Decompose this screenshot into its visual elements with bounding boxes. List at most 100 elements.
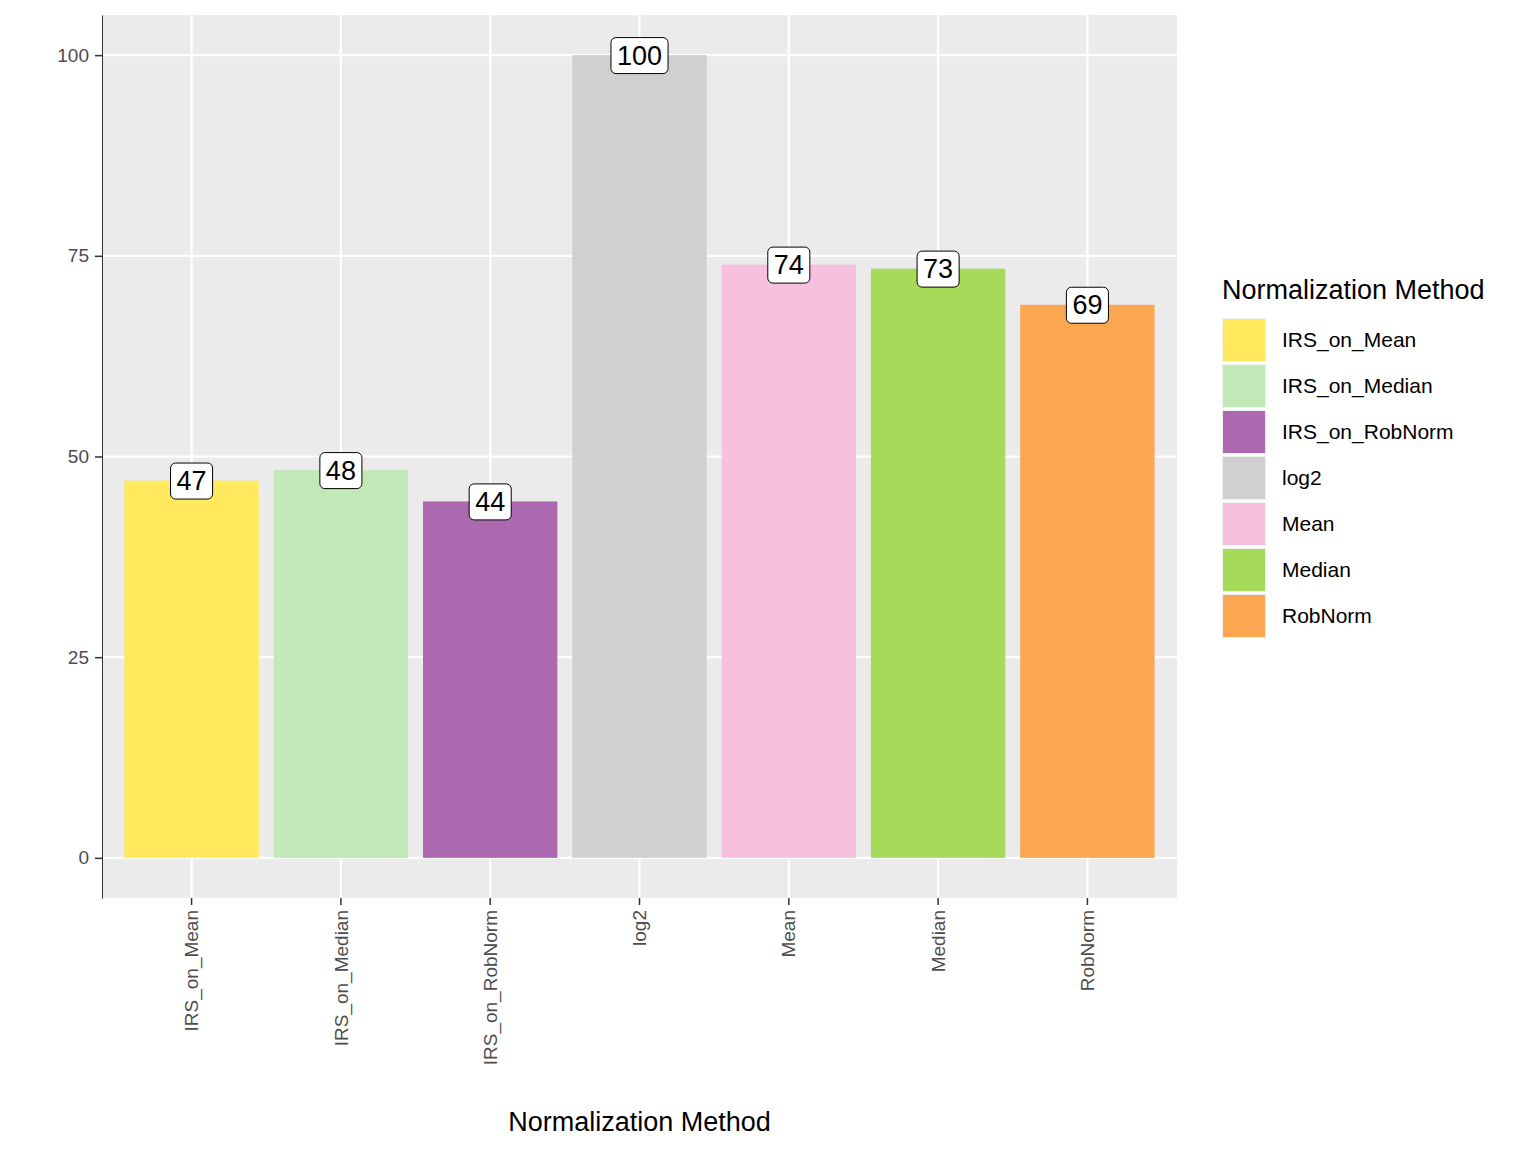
x-tick-label: IRS_on_RobNorm: [480, 910, 502, 1065]
y-tick: 100: [57, 45, 102, 66]
data-label: 48: [320, 453, 362, 489]
legend-key-background: [1222, 364, 1266, 408]
data-label-box: [1066, 287, 1108, 323]
y-tick-label: 25: [68, 647, 89, 668]
x-tick: RobNorm: [1077, 898, 1098, 991]
y-tick-label: 0: [78, 847, 89, 868]
legend-label: Mean: [1282, 512, 1335, 535]
legend-label: RobNorm: [1282, 604, 1372, 627]
x-tick: IRS_on_Mean: [181, 898, 203, 1031]
x-tick-label: RobNorm: [1077, 910, 1098, 991]
legend-key-background: [1222, 456, 1266, 500]
y-tick: 0: [78, 847, 102, 868]
grid: [102, 15, 1177, 898]
legend-key-background: [1222, 502, 1266, 546]
legend-item: IRS_on_Median: [1222, 364, 1433, 408]
x-tick-label: log2: [629, 910, 650, 946]
legend-label: IRS_on_RobNorm: [1282, 420, 1454, 444]
data-label: 73: [917, 251, 959, 287]
bar: [1020, 305, 1154, 858]
x-tick: IRS_on_RobNorm: [480, 898, 502, 1065]
legend-item: Median: [1222, 548, 1351, 592]
y-tick-label: 100: [57, 45, 89, 66]
legend-key: [1223, 457, 1265, 499]
legend-label: IRS_on_Median: [1282, 374, 1433, 398]
y-tick-mark: [95, 55, 102, 57]
legend-key: [1223, 549, 1265, 591]
bar: [124, 481, 258, 858]
x-tick-label: Mean: [778, 910, 799, 958]
x-tick: log2: [629, 898, 650, 946]
legend-key-background: [1222, 594, 1266, 638]
data-label: 44: [469, 484, 511, 520]
data-label-box: [611, 38, 668, 74]
legend-item: Mean: [1222, 502, 1335, 546]
bar: [722, 265, 856, 858]
data-label-text: 44: [475, 487, 505, 517]
bars: [124, 55, 1154, 858]
legend-key: [1223, 503, 1265, 545]
y-tick: 75: [68, 245, 102, 266]
x-tick-mark: [489, 898, 491, 905]
y-tick-mark: [95, 657, 102, 659]
x-tick-mark: [788, 898, 790, 905]
data-label-box: [768, 247, 810, 283]
x-tick-mark: [191, 898, 193, 905]
x-tick: IRS_on_Median: [331, 898, 353, 1046]
y-tick-label: 50: [68, 446, 89, 467]
data-label-text: 100: [617, 41, 662, 71]
x-tick-label: IRS_on_Mean: [181, 910, 203, 1031]
data-label-box: [171, 463, 213, 499]
x-tick-mark: [639, 898, 641, 905]
bar: [274, 470, 408, 858]
data-label-text: 69: [1072, 290, 1102, 320]
data-label-text: 47: [177, 466, 207, 496]
y-tick-mark: [95, 456, 102, 458]
plot-background: [102, 15, 1177, 898]
data-label: 100: [611, 38, 668, 74]
y-tick: 25: [68, 647, 102, 668]
data-label-text: 74: [774, 250, 804, 280]
x-tick-mark: [1087, 898, 1089, 905]
legend-key-background: [1222, 318, 1266, 362]
legend-key-background: [1222, 548, 1266, 592]
x-tick: Mean: [778, 898, 799, 958]
legend-title: Normalization Method: [1222, 275, 1485, 305]
data-label: 69: [1066, 287, 1108, 323]
data-labels: 47 48 44 100 74 73 69: [171, 38, 1109, 520]
data-label: 47: [171, 463, 213, 499]
x-axis: IRS_on_Mean IRS_on_Median IRS_on_RobNorm lo…: [181, 898, 1098, 1065]
data-label-text: 48: [326, 456, 356, 486]
y-tick: 50: [68, 446, 102, 467]
bar: [572, 55, 706, 858]
bar: [871, 269, 1005, 858]
legend: Normalization Method IRS_on_Mean IRS_on_Me…: [1222, 275, 1485, 638]
x-tick-mark: [937, 898, 939, 905]
data-label-text: 73: [923, 254, 953, 284]
y-axis: 0 25 50 75 100: [57, 16, 102, 899]
legend-item: IRS_on_Mean: [1222, 318, 1416, 362]
y-tick-label: 75: [68, 245, 89, 266]
legend-label: IRS_on_Mean: [1282, 328, 1416, 352]
legend-key: [1223, 365, 1265, 407]
y-tick-mark: [95, 256, 102, 258]
x-axis-title: Normalization Method: [508, 1107, 771, 1137]
legend-item: IRS_on_RobNorm: [1222, 410, 1454, 454]
legend-key: [1223, 595, 1265, 637]
data-label: 74: [768, 247, 810, 283]
legend-key: [1223, 411, 1265, 453]
data-label-box: [320, 453, 362, 489]
legend-item: log2: [1222, 456, 1322, 500]
y-tick-mark: [95, 858, 102, 860]
x-tick-label: Median: [928, 910, 949, 972]
data-label-box: [917, 251, 959, 287]
legend-key: [1223, 319, 1265, 361]
y-axis-line: [102, 16, 103, 899]
legend-label: log2: [1282, 466, 1322, 489]
x-tick-label: IRS_on_Median: [331, 910, 353, 1046]
legend-key-background: [1222, 410, 1266, 454]
legend-item: RobNorm: [1222, 594, 1372, 638]
x-tick-mark: [340, 898, 342, 905]
legend-label: Median: [1282, 558, 1351, 581]
bar: [423, 501, 557, 857]
